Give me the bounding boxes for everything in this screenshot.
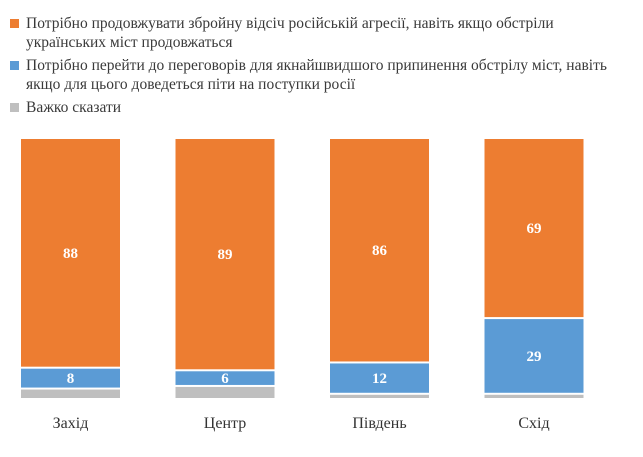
bar-segment xyxy=(175,139,275,370)
bar-segment xyxy=(330,394,429,398)
data-label: 89 xyxy=(218,247,233,263)
bar-segment xyxy=(484,139,584,318)
data-label: 86 xyxy=(372,243,388,259)
legend-swatch xyxy=(10,103,19,112)
category-label: Південь xyxy=(352,415,406,432)
bar-segment xyxy=(21,389,120,398)
bar-segment xyxy=(484,319,584,393)
chart-legend: Потрібно продовжувати збройну відсіч рос… xyxy=(10,14,635,121)
legend-swatch xyxy=(10,19,19,28)
bar-segment xyxy=(21,139,120,367)
legend-item: Потрібно перейти до переговорів для якна… xyxy=(10,56,635,94)
bar-segment xyxy=(484,394,584,398)
legend-item: Потрібно продовжувати збройну відсіч рос… xyxy=(10,14,635,52)
category-label: Центр xyxy=(204,415,246,432)
legend-swatch xyxy=(10,61,19,70)
data-label: 69 xyxy=(527,221,542,237)
bar-segment xyxy=(330,363,429,393)
data-label: 12 xyxy=(372,371,387,387)
bar-segment xyxy=(175,371,275,385)
legend-item: Важко сказати xyxy=(10,98,635,117)
legend-label: Важко сказати xyxy=(26,99,122,116)
data-label: 88 xyxy=(63,246,78,262)
bar-segment xyxy=(330,139,429,362)
data-label: 29 xyxy=(527,349,542,365)
data-label: 6 xyxy=(221,371,229,387)
bar-segment xyxy=(175,386,275,398)
category-label: Захід xyxy=(53,415,89,432)
category-label: Схід xyxy=(518,415,549,432)
legend-label: Потрібно продовжувати збройну відсіч рос… xyxy=(26,15,554,51)
bar-segment xyxy=(21,368,120,388)
legend-label: Потрібно перейти до переговорів для якна… xyxy=(26,57,607,93)
data-label: 8 xyxy=(67,371,75,387)
